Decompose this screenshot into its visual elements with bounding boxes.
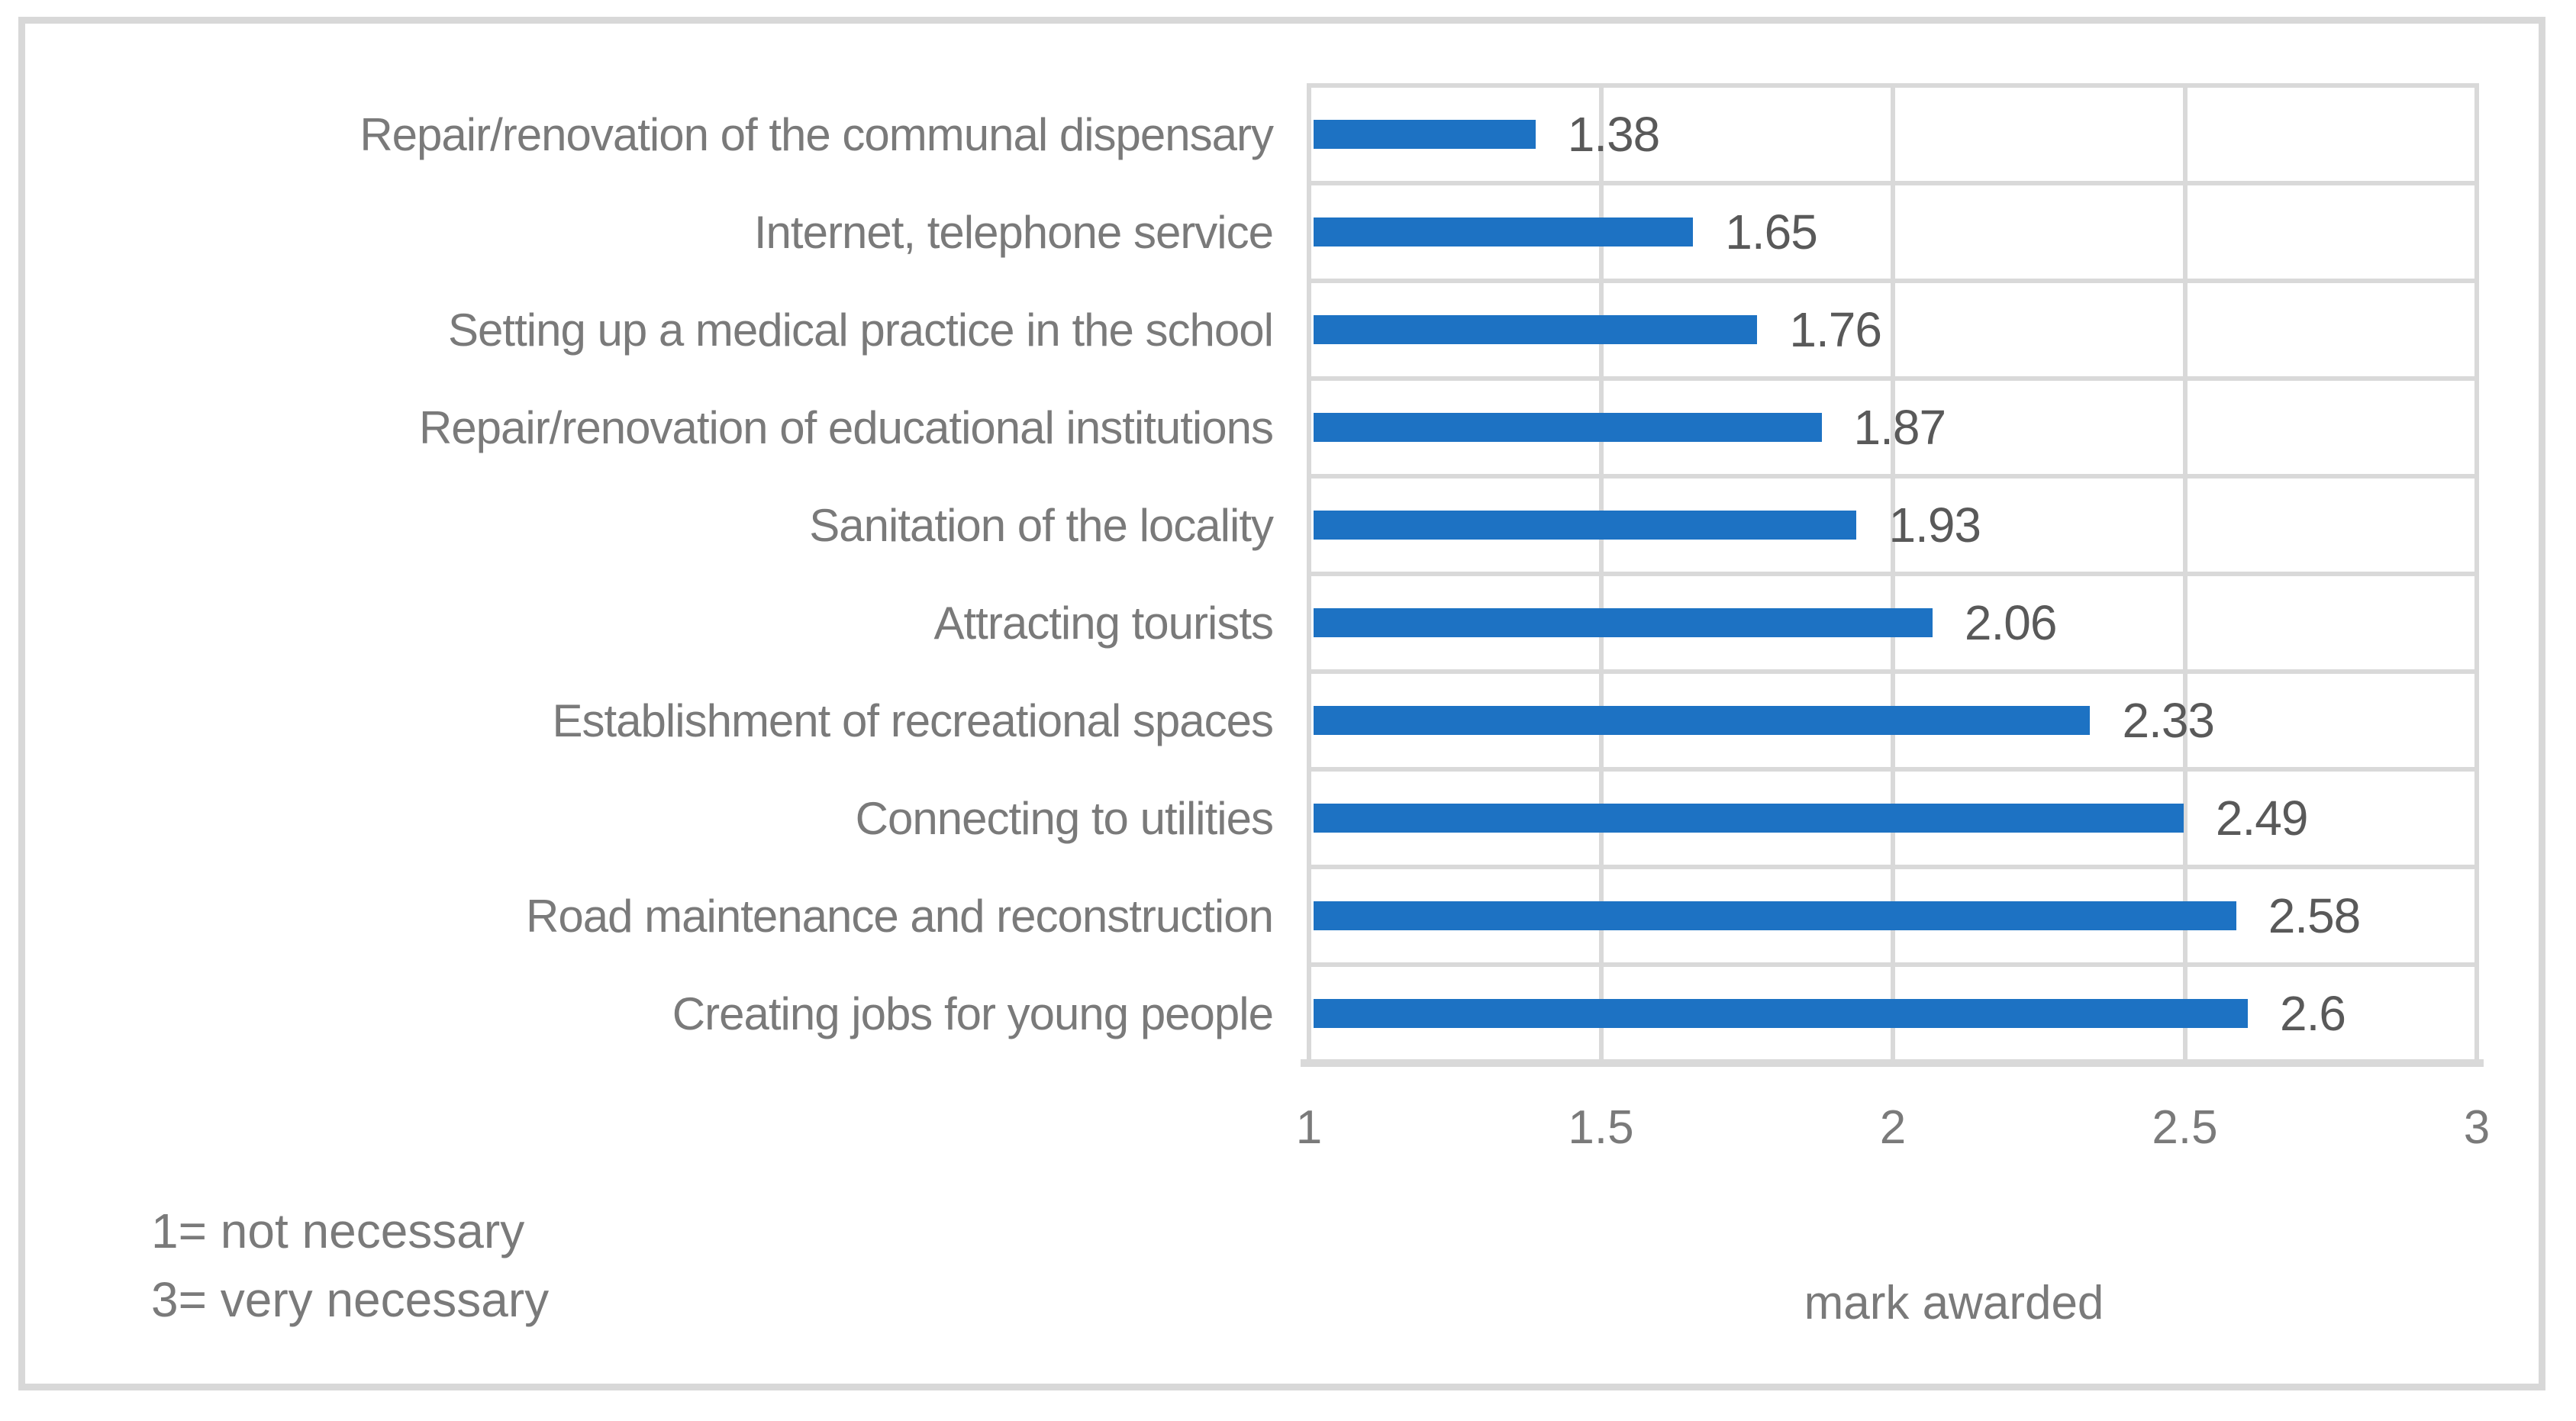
x-tick-label: 2 (1879, 1101, 1907, 1154)
scale-note-max: 3= very necessary (151, 1272, 550, 1327)
category-label: Establishment of recreational spaces (552, 694, 1274, 746)
bar (1314, 901, 2236, 930)
category-label: Road maintenance and reconstruction (526, 890, 1274, 942)
category-label: Repair/renovation of the communal dispen… (359, 108, 1274, 160)
x-tick-label: 1 (1295, 1101, 1323, 1154)
bar (1314, 120, 1536, 149)
bar (1314, 706, 2091, 735)
chart-frame (18, 17, 2545, 1390)
data-label: 2.58 (2268, 888, 2362, 943)
data-label: 1.93 (1888, 498, 1981, 553)
data-label: 1.38 (1567, 107, 1661, 162)
bar (1314, 511, 1857, 540)
data-label: 2.33 (2122, 693, 2215, 748)
bar (1314, 315, 1758, 344)
x-axis-title: mark awarded (1804, 1277, 2104, 1329)
x-tick-label: 2.5 (2152, 1101, 2218, 1154)
data-label: 1.65 (1725, 205, 1818, 259)
category-label: Creating jobs for young people (672, 988, 1274, 1039)
horizontal-gridline (1307, 572, 2479, 576)
category-label: Internet, telephone service (753, 206, 1274, 258)
horizontal-gridline (1307, 865, 2479, 869)
category-label: Connecting to utilities (855, 792, 1274, 844)
data-label: 1.87 (1853, 400, 1947, 455)
bar (1314, 608, 1933, 637)
horizontal-gridline (1307, 279, 2479, 283)
x-tick-label: 3 (2463, 1101, 2491, 1154)
bar (1314, 804, 2184, 833)
data-label: 1.76 (1789, 302, 1882, 357)
data-label: 2.06 (1964, 595, 2058, 650)
category-label: Setting up a medical practice in the sch… (448, 304, 1274, 356)
horizontal-gridline (1307, 474, 2479, 478)
horizontal-gridline (1307, 669, 2479, 674)
x-tick-label: 1.5 (1568, 1101, 1634, 1154)
data-label: 2.49 (2215, 791, 2309, 846)
horizontal-gridline (1307, 962, 2479, 967)
scale-note-min: 1= not necessary (151, 1204, 525, 1258)
category-label: Sanitation of the locality (809, 499, 1274, 551)
bar (1314, 218, 1694, 246)
horizontal-gridline (1307, 376, 2479, 381)
category-label: Attracting tourists (933, 597, 1274, 649)
horizontal-gridline (1307, 767, 2479, 772)
horizontal-gridline (1307, 181, 2479, 185)
horizontal-gridline (1307, 83, 2479, 88)
bar (1314, 413, 1822, 442)
category-label: Repair/renovation of educational institu… (418, 401, 1274, 453)
x-axis-line (1301, 1059, 2484, 1067)
data-label: 2.6 (2280, 986, 2346, 1041)
bar (1314, 999, 2248, 1028)
